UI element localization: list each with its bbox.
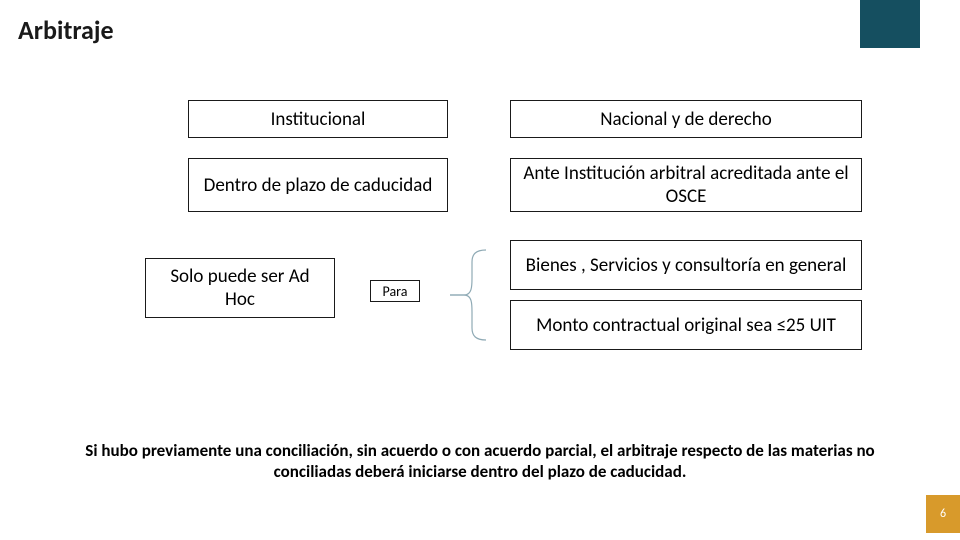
box-institucion-acreditada: Ante Institución arbitral acreditada ant… — [510, 158, 862, 212]
box-plazo: Dentro de plazo de caducidad — [188, 158, 448, 212]
footer-text: Si hubo previamente una conciliación, si… — [85, 440, 874, 482]
footer-note: Si hubo previamente una conciliación, si… — [70, 440, 890, 482]
box-text: Ante Institución arbitral acreditada ant… — [519, 162, 853, 208]
brace-icon — [446, 244, 488, 346]
box-text: Institucional — [271, 108, 366, 131]
para-text: Para — [383, 283, 408, 300]
accent-bar — [860, 0, 920, 48]
para-label: Para — [370, 280, 420, 302]
box-text: Solo puede ser Ad Hoc — [154, 265, 326, 311]
box-monto: Monto contractual original sea ≤25 UIT — [510, 300, 862, 350]
box-text: Bienes , Servicios y consultoría en gene… — [526, 254, 847, 277]
box-text: Monto contractual original sea ≤25 UIT — [536, 314, 836, 337]
box-text: Nacional y de derecho — [600, 108, 771, 131]
box-institucional: Institucional — [188, 100, 448, 138]
box-bienes: Bienes , Servicios y consultoría en gene… — [510, 240, 862, 290]
page-number: 6 — [940, 507, 946, 521]
page-title: Arbitraje — [18, 14, 114, 46]
box-adhoc: Solo puede ser Ad Hoc — [145, 258, 335, 318]
page-number-box: 6 — [926, 495, 960, 533]
box-nacional: Nacional y de derecho — [510, 100, 862, 138]
box-text: Dentro de plazo de caducidad — [204, 174, 433, 197]
